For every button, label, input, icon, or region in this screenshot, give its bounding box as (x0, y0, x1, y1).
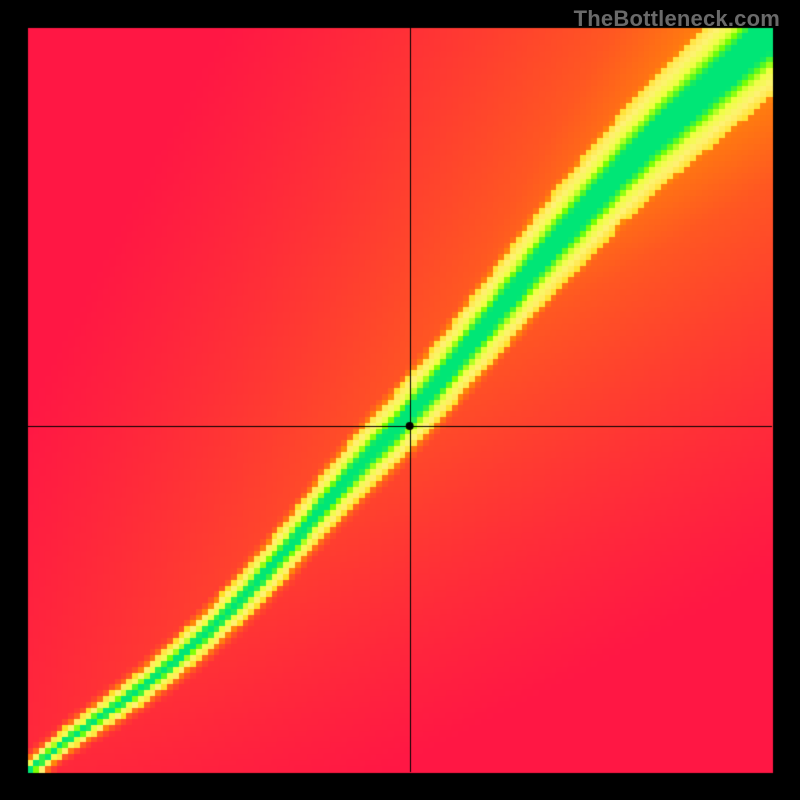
chart-container: { "watermark": "TheBottleneck.com", "cha… (0, 0, 800, 800)
bottleneck-heatmap (0, 0, 800, 800)
watermark-text: TheBottleneck.com (574, 6, 780, 32)
